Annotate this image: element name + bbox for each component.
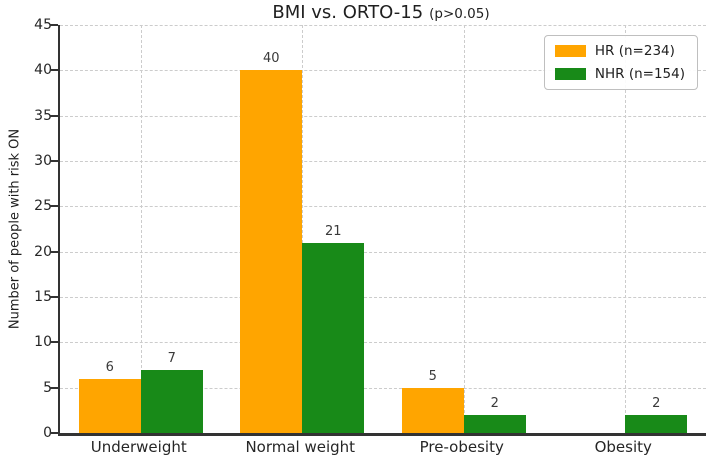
legend-swatch <box>554 45 586 57</box>
grid-line-h <box>60 206 706 208</box>
y-tick-label: 35 <box>34 107 52 124</box>
grid-line-h <box>60 387 706 389</box>
y-tick-label: 5 <box>43 379 52 396</box>
legend-swatch <box>554 68 586 80</box>
grid-line-v <box>625 25 627 433</box>
bar-hr <box>401 387 464 433</box>
y-tick-label: 40 <box>34 62 52 79</box>
grid-line-h <box>60 251 706 253</box>
y-tick-label: 20 <box>34 243 52 260</box>
legend-label: HR (n=234) <box>594 43 675 59</box>
y-tick-mark <box>50 386 58 389</box>
y-tick-mark <box>50 114 58 117</box>
legend: HR (n=234) NHR (n=154) <box>543 35 698 90</box>
bar-value-label: 2 <box>652 395 661 411</box>
grid-line-v <box>463 25 465 433</box>
y-tick-mark <box>50 24 58 26</box>
bar-nhr <box>463 414 526 433</box>
bar-value-label: 21 <box>324 223 342 239</box>
x-tick-label: Underweight <box>90 438 187 456</box>
bar-value-label: 40 <box>262 51 280 67</box>
y-tick-label: 0 <box>43 425 52 441</box>
bar-nhr <box>302 242 365 433</box>
y-tick-mark <box>50 296 58 298</box>
chart-title-suffix: (p>0.05) <box>429 6 490 22</box>
chart-title: BMI vs. ORTO-15 (p>0.05) <box>58 2 704 23</box>
grid-line-v <box>302 25 304 433</box>
grid-line-h <box>60 115 706 117</box>
bar-value-label: 5 <box>428 368 437 384</box>
y-tick-mark <box>50 250 58 253</box>
chart-title-main: BMI vs. ORTO-15 <box>272 2 424 23</box>
y-axis-label: Number of people with risk ON <box>7 128 23 330</box>
bar-value-label: 7 <box>167 350 176 366</box>
bar-hr <box>78 378 141 433</box>
grid-line-h <box>60 161 706 162</box>
y-tick-mark <box>50 341 58 344</box>
y-tick-label: 30 <box>34 153 52 169</box>
bar-hr <box>240 70 303 433</box>
grid-line-v <box>140 25 142 433</box>
grid-line-h <box>60 342 706 344</box>
plot-area: 6 7 40 21 5 2 2 HR (n=234) NHR (n=154) <box>58 25 706 436</box>
y-tick-mark <box>50 69 58 72</box>
bar-nhr <box>140 369 203 433</box>
legend-label: NHR (n=154) <box>594 66 685 82</box>
y-tick-mark <box>50 432 58 434</box>
y-tick-label: 25 <box>34 198 52 215</box>
x-tick-label: Obesity <box>594 438 652 456</box>
legend-item: NHR (n=154) <box>554 66 685 82</box>
bar-value-label: 6 <box>105 359 114 375</box>
bar-value-label: 2 <box>490 395 499 411</box>
y-tick-mark <box>50 205 58 208</box>
y-tick-mark <box>50 160 58 162</box>
y-tick-label: 10 <box>34 334 52 351</box>
grid-line-h <box>60 70 706 72</box>
x-tick-label: Pre-obesity <box>419 438 504 456</box>
y-tick-label: 45 <box>34 17 52 33</box>
legend-item: HR (n=234) <box>554 43 685 59</box>
bar-nhr <box>625 414 688 433</box>
grid-line-h <box>60 25 706 26</box>
y-tick-label: 15 <box>34 289 52 305</box>
grid-line-h <box>60 297 706 298</box>
x-tick-label: Normal weight <box>245 438 356 456</box>
